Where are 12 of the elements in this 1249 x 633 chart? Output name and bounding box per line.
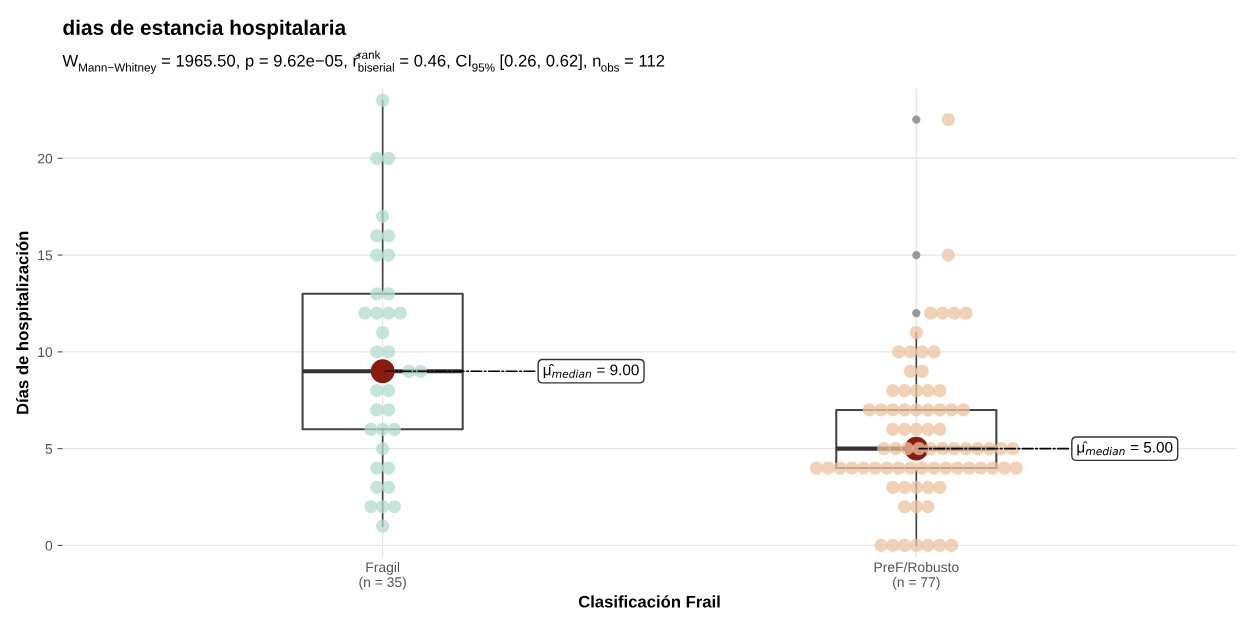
annotation: μ̂$_{median}$ = 5.00 <box>1077 441 1173 456</box>
x-tick-label: PreF/Robusto (n = 77) <box>874 561 959 590</box>
y-axis-title: Días de hospitalización <box>16 231 32 414</box>
annotation: μ̂$_{median}$ = 9.00 <box>543 364 639 379</box>
y-tick-label: 0 <box>45 540 53 551</box>
x-axis-title: Clasificación Frail <box>578 595 720 608</box>
chart-title: dias de estancia hospitalaria <box>63 19 347 40</box>
y-tick-label: 10 <box>38 347 53 358</box>
y-tick-label: 20 <box>37 153 53 164</box>
y-tick-label: 5 <box>45 444 53 454</box>
x-tick-label: Fragil (n = 35) <box>359 561 406 590</box>
y-tick-label: 15 <box>38 250 53 261</box>
